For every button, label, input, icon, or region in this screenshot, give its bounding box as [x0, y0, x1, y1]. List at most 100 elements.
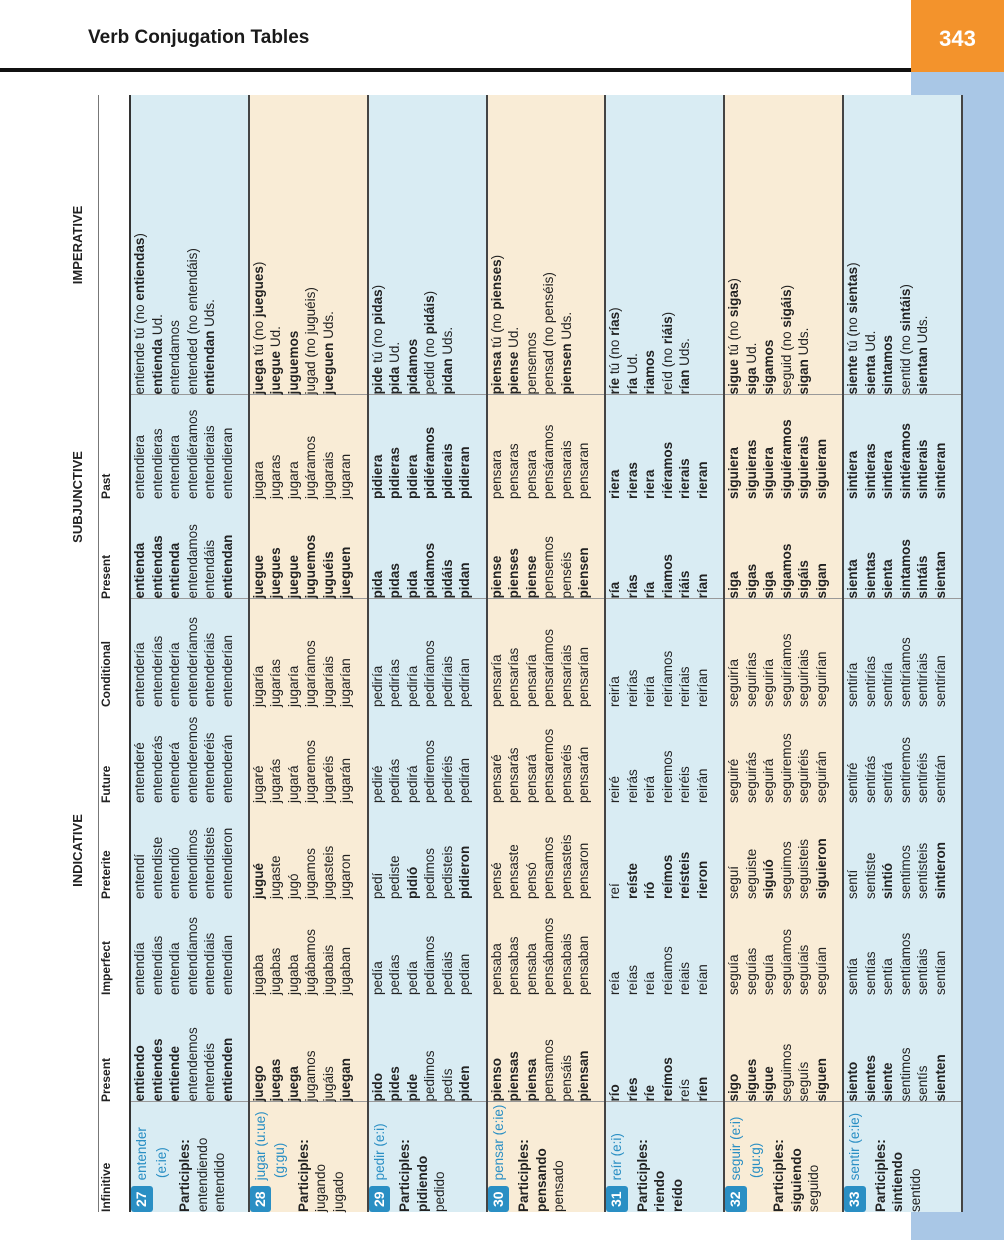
verb-form: sintió	[879, 803, 897, 899]
imperative-text: pidamos	[404, 338, 420, 395]
cell-future: jugaré jugarás jugará jugaremos jugaréis juga…	[248, 707, 368, 803]
verb-form-text: piensas	[506, 1051, 522, 1102]
imperative-form: pida Ud.	[386, 95, 404, 395]
verb-form-text: jugarían	[338, 658, 354, 707]
past-participle: pedido	[431, 1103, 449, 1212]
column-header-present: Present	[98, 995, 130, 1102]
verb-form: seguían	[813, 899, 831, 995]
verb-form: pedimos	[421, 803, 439, 899]
verb-form: siente	[879, 995, 897, 1101]
verb-form-text: pienso	[488, 1057, 504, 1102]
verb-form: sienta	[879, 499, 897, 598]
verb-form: pedimos	[421, 995, 439, 1101]
verb-form: pidieron	[456, 803, 474, 899]
present-participle-text: sintiendo	[890, 1152, 906, 1212]
verb-form-text: entenderías	[149, 635, 165, 707]
verb-form: reía	[606, 899, 624, 995]
verb-form: jugaremos	[302, 707, 320, 803]
verb-form: pensara	[523, 395, 541, 499]
verb-form-text: pediste	[387, 855, 403, 899]
verb-form: seguiré	[725, 707, 743, 803]
verb-form-text: sienta	[845, 559, 861, 599]
imperative-form: entienda Ud.	[149, 95, 167, 394]
participles-label: Participles:	[515, 1103, 533, 1212]
verb-form: piensen	[575, 499, 593, 598]
verb-form-text: pensé	[488, 862, 504, 899]
verb-form: río	[606, 995, 624, 1101]
present-participle-text: siguiendo	[788, 1148, 804, 1212]
verb-form: piden	[456, 995, 474, 1102]
verb-form-text: reirías	[624, 669, 640, 707]
cell-imperative: sigue tú (no sigas) siga Ud. sigamos seguid…	[724, 94, 844, 395]
verb-form: jueguen	[337, 499, 355, 599]
verb-form: piensas	[505, 995, 523, 1102]
verb-form: entendían	[219, 899, 237, 995]
cell-imperative: siente tú (no sientas) sienta Ud. sintamos…	[843, 94, 962, 395]
verb-form-text: pedirían	[457, 658, 473, 707]
verb-form-text: entiendan	[219, 534, 235, 599]
verb-form: reiría	[606, 599, 624, 707]
verb-form: sintiera	[879, 395, 897, 499]
verb-form-text: sentiréis	[915, 752, 931, 803]
verb-form-text: pidieran	[457, 446, 473, 499]
verb-form-text: ría	[642, 581, 658, 599]
verb-form-text: jugamos	[303, 1050, 319, 1102]
verb-form-text: seguís	[796, 1061, 812, 1102]
verb-form: sintiéramos	[897, 395, 915, 499]
cell-subj-present: entienda entiendas entienda entendamos enten…	[130, 498, 249, 599]
verb-form-text: pidas	[387, 563, 403, 599]
verb-form-text: pedíamos	[422, 935, 438, 995]
verb-row: 29 pedir (e:i) Participles: pidiendo pedido p…	[367, 94, 487, 1212]
verb-form: reías	[624, 899, 642, 995]
verb-form-text: pidan	[457, 562, 473, 599]
verb-form: siguiéramos	[778, 395, 796, 499]
imperative-text: sintamos	[880, 335, 896, 395]
verb-form-text: pedirán	[457, 757, 473, 803]
past-participle-text: jugado	[330, 1171, 346, 1212]
verb-form-text: entendiera	[132, 435, 147, 499]
cell-conditional: pediría pedirías pediría pediríamos pediríai…	[367, 598, 487, 707]
past-participle-text: pedido	[432, 1171, 448, 1212]
cell-conditional: reiría reirías reiría reiríamos reiríais reir…	[605, 598, 725, 707]
verb-form-text: reímos	[659, 1057, 675, 1102]
verb-form-text: entenderé	[132, 742, 147, 803]
verb-form-text: seguimos	[778, 1043, 794, 1102]
verb-form-text: jueguen	[338, 546, 354, 599]
verb-form: entendierais	[201, 395, 219, 499]
past-participle: pensado	[550, 1103, 568, 1212]
imperative-form: reíd (no riáis)	[659, 95, 677, 395]
cell-imperative: pide tú (no pidas) pida Ud. pidamos pedid (…	[367, 94, 487, 395]
verb-form: pedirías	[386, 599, 404, 707]
verb-form-text: pedían	[457, 953, 473, 995]
verb-form: pensaríais	[558, 599, 576, 707]
verb-form: pediré	[369, 707, 387, 803]
verb-form: pediría	[404, 599, 422, 707]
verb-form-text: piensa	[523, 1058, 539, 1102]
verb-form: entenderéis	[201, 707, 219, 803]
cell-subj-past: pensara pensaras pensara pensáramos pensarai…	[486, 394, 606, 499]
verb-form-text: pidiera	[369, 454, 385, 499]
verb-form-text: pensamos	[541, 1039, 557, 1102]
verb-form: entenderíais	[201, 599, 219, 707]
infinitive-head: 27 entender	[131, 1103, 153, 1212]
column-header-future: Future	[98, 707, 130, 803]
verb-form: jugará	[285, 707, 303, 803]
verb-form: sentirá	[879, 707, 897, 803]
verb-form: entendía	[166, 899, 184, 995]
verb-form-text: pedisteis	[439, 845, 455, 899]
infinitive-name: jugar (u:ue)	[252, 1111, 268, 1181]
verb-form-text: jugó	[285, 873, 301, 899]
verb-form-text: seguirá	[761, 758, 777, 803]
verb-form: reíamos	[659, 899, 677, 995]
verb-form: reímos	[659, 995, 677, 1102]
verb-form-text: entienden	[219, 1037, 235, 1102]
verb-form: entendiste	[149, 803, 167, 899]
verb-form: jugaras	[267, 395, 285, 499]
verb-form: sentías	[862, 899, 880, 995]
past-participle: jugado	[330, 1103, 348, 1212]
column-header-imperfect: Imperfect	[98, 899, 130, 995]
verb-form-text: siguiera	[761, 447, 777, 499]
verb-form-text: pienses	[506, 548, 522, 599]
cell-subj-past: sintiera sintieras sintiera sintiéramos sint…	[843, 394, 962, 499]
verb-form-text: reiré	[607, 775, 623, 803]
